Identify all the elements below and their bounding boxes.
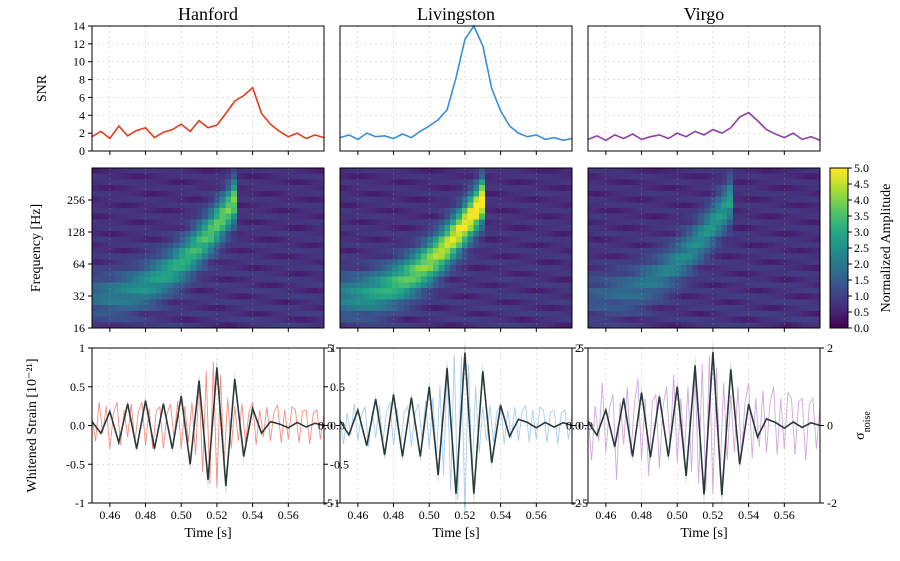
svg-text:0.0: 0.0 [854,321,869,335]
svg-text:0.56: 0.56 [774,508,795,522]
svg-text:4.5: 4.5 [854,177,869,191]
svg-text:0.0: 0.0 [566,419,581,433]
svg-text:-1: -1 [75,496,85,510]
svg-text:6: 6 [79,90,85,104]
svg-text:1.0: 1.0 [854,289,869,303]
colorbar-label: Normalized Amplitude [879,184,894,313]
svg-text:10: 10 [73,55,85,69]
svg-text:3.5: 3.5 [854,209,869,223]
svg-text:-0.5: -0.5 [66,457,85,471]
svg-text:0.52: 0.52 [206,508,227,522]
xlabel: Time [s] [432,526,479,541]
svg-text:128: 128 [67,225,85,239]
svg-text:16: 16 [73,321,85,335]
svg-text:2: 2 [827,341,833,355]
svg-text:5: 5 [327,341,333,355]
svg-text:3.0: 3.0 [854,225,869,239]
svg-text:256: 256 [67,193,85,207]
ylabel-freq: Frequency [Hz] [29,204,44,292]
column-title: Livingston [417,4,495,24]
snr-trace [340,26,572,140]
strain-noise [92,362,324,488]
snr-trace [588,113,820,141]
svg-text:1.5: 1.5 [854,273,869,287]
svg-text:8: 8 [79,73,85,87]
svg-text:1: 1 [79,341,85,355]
svg-text:-2: -2 [827,496,837,510]
svg-text:2: 2 [575,341,581,355]
svg-text:0.56: 0.56 [278,508,299,522]
svg-text:0.46: 0.46 [99,508,120,522]
svg-text:2.5: 2.5 [854,241,869,255]
svg-text:32: 32 [73,289,85,303]
svg-text:0.5: 0.5 [70,380,85,394]
svg-text:-2: -2 [571,496,581,510]
svg-text:0.54: 0.54 [490,508,511,522]
svg-text:4: 4 [79,108,85,122]
svg-text:0.0: 0.0 [318,419,333,433]
svg-text:4.0: 4.0 [854,193,869,207]
svg-text:0.50: 0.50 [419,508,440,522]
strain-noise [588,356,820,494]
svg-text:12: 12 [73,37,85,51]
column-title: Virgo [684,4,725,24]
snr-trace [92,88,324,139]
svg-text:0.48: 0.48 [135,508,156,522]
ylabel-strain: Whitened Strain [10⁻²¹] [25,359,40,493]
svg-text:2: 2 [79,126,85,140]
gw-detection-figure: HanfordLivingstonVirgoSNR02468101214Freq… [0,0,900,556]
xlabel: Time [s] [184,526,231,541]
svg-text:0.5: 0.5 [854,305,869,319]
ylabel-snr: SNR [35,74,50,102]
svg-text:0.50: 0.50 [667,508,688,522]
ylabel-sigma: σnoise [853,411,873,440]
svg-text:0.54: 0.54 [242,508,263,522]
svg-text:0.46: 0.46 [595,508,616,522]
svg-text:0.0: 0.0 [70,419,85,433]
svg-text:0.52: 0.52 [702,508,723,522]
svg-text:64: 64 [73,257,85,271]
column-title: Hanford [178,4,238,24]
svg-text:2.0: 2.0 [854,257,869,271]
svg-text:5.0: 5.0 [854,161,869,175]
xlabel: Time [s] [680,526,727,541]
svg-text:14: 14 [73,19,85,33]
svg-text:0: 0 [827,419,833,433]
svg-text:0.50: 0.50 [171,508,192,522]
svg-text:-5: -5 [323,496,333,510]
svg-text:0.46: 0.46 [347,508,368,522]
svg-text:0: 0 [79,144,85,158]
svg-text:0.48: 0.48 [631,508,652,522]
svg-text:0.56: 0.56 [526,508,547,522]
svg-text:0.48: 0.48 [383,508,404,522]
svg-text:0.54: 0.54 [738,508,759,522]
svg-text:0.5: 0.5 [330,380,345,394]
